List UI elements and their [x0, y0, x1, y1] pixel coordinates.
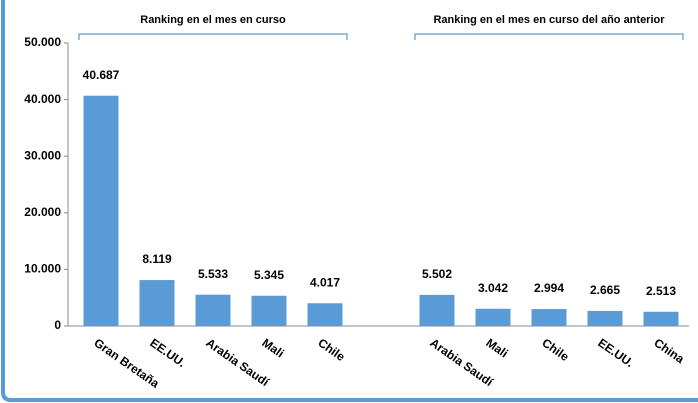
value-label: 8.119: [142, 252, 172, 266]
x-tick-label: Mali: [483, 336, 510, 361]
value-label: 4.017: [310, 275, 340, 289]
x-tick-label: Mali: [259, 336, 286, 361]
bracket: [414, 33, 684, 40]
y-tick-label: 50.000: [24, 35, 61, 49]
bar: [643, 311, 679, 326]
bar: [139, 280, 175, 326]
bar: [475, 308, 511, 326]
value-label: 5.533: [198, 267, 228, 281]
value-label: 2.665: [590, 283, 620, 297]
x-tick-label: EE.UU.: [147, 336, 188, 370]
y-tick-label: 0: [54, 318, 61, 332]
value-label: 3.042: [478, 281, 508, 295]
bar: [587, 310, 623, 326]
bracket: [78, 33, 348, 40]
y-tick-label: 30.000: [24, 148, 61, 162]
value-label: 5.345: [254, 268, 284, 282]
annotation: Ranking en el mes en curso del año anter…: [433, 14, 665, 26]
annotation: Ranking en el mes en curso: [140, 14, 286, 26]
value-label: 40.687: [83, 68, 120, 82]
bar: [195, 294, 231, 326]
x-tick-label: Chile: [315, 336, 347, 364]
value-label: 2.994: [534, 281, 564, 295]
y-tick-label: 20.000: [24, 205, 61, 219]
bar: [83, 95, 119, 326]
bar: [307, 303, 343, 326]
value-label: 5.502: [422, 267, 452, 281]
y-tick-label: 40.000: [24, 92, 61, 106]
bar: [419, 294, 455, 326]
x-tick-label: Chile: [539, 336, 571, 364]
value-label: 2.513: [646, 284, 676, 298]
bar: [531, 309, 567, 326]
y-tick-label: 10.000: [24, 262, 61, 276]
x-tick-label: China: [651, 336, 687, 367]
x-tick-label: EE.UU.: [595, 336, 636, 370]
bar: [251, 295, 287, 326]
